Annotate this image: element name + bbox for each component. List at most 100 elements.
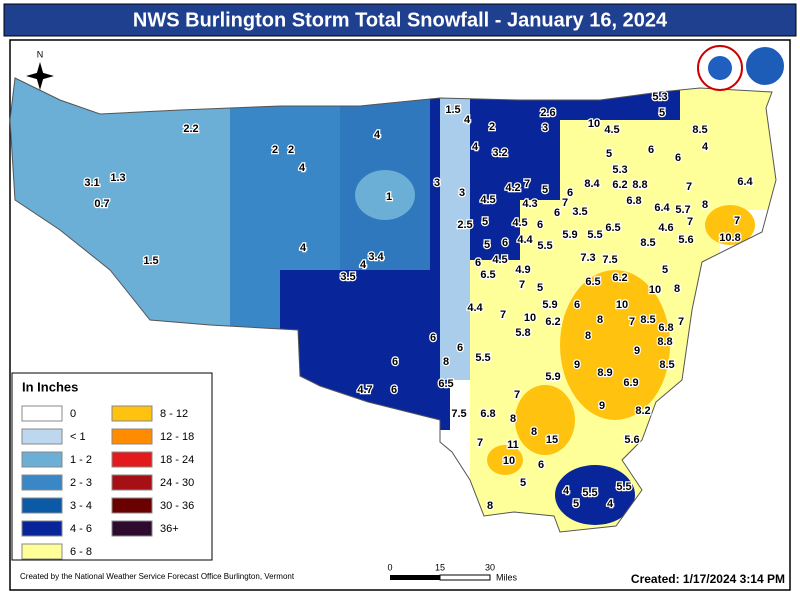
snowfall-value: 6 bbox=[457, 342, 463, 354]
legend-swatch bbox=[21, 428, 63, 445]
snowfall-value: 4 bbox=[360, 259, 367, 271]
snowfall-value: 5.9 bbox=[562, 229, 577, 241]
snowfall-value: 6.8 bbox=[626, 195, 641, 207]
legend-swatch bbox=[21, 497, 63, 514]
snowfall-value: 4.9 bbox=[515, 264, 530, 276]
region bbox=[555, 465, 635, 525]
snowfall-value: 9 bbox=[599, 400, 605, 412]
snowfall-value: 2 bbox=[489, 121, 495, 133]
snowfall-value: 5 bbox=[662, 264, 668, 276]
legend: In Inches 0 < 1 1 - 2 2 - 3 3 - 4 4 - 6 6 - 8 8… bbox=[11, 372, 213, 561]
snowfall-value: 11 bbox=[507, 439, 519, 451]
snowfall-value: 10 bbox=[503, 455, 515, 467]
snowfall-value: 8.9 bbox=[597, 367, 612, 379]
snowfall-value: 8 bbox=[585, 330, 591, 342]
snowfall-value: 8 bbox=[510, 413, 516, 425]
scale-tick: 15 bbox=[435, 562, 445, 572]
snowfall-value: 7 bbox=[519, 279, 525, 291]
nws-logo bbox=[708, 56, 732, 80]
snowfall-value: 5 bbox=[659, 107, 665, 119]
snowfall-value: 7 bbox=[678, 316, 684, 328]
snowfall-value: 5 bbox=[606, 148, 612, 160]
snowfall-value: 10 bbox=[588, 118, 600, 130]
legend-label: 6 - 8 bbox=[70, 546, 92, 558]
snowfall-value: 5.5 bbox=[587, 229, 602, 241]
credit: Created by the National Weather Service … bbox=[20, 572, 295, 581]
created-date: Created: 1/17/2024 3:14 PM bbox=[631, 572, 785, 586]
snowfall-value: 5 bbox=[537, 282, 543, 294]
snowfall-value: 3 bbox=[434, 177, 440, 189]
snowfall-value: 7 bbox=[514, 389, 520, 401]
snowfall-value: 6.2 bbox=[612, 272, 627, 284]
snowfall-value: 2 bbox=[272, 144, 278, 156]
snowfall-value: 5 bbox=[573, 498, 579, 510]
snowfall-value: 5.7 bbox=[675, 204, 690, 216]
north-label: N bbox=[37, 49, 44, 59]
snowfall-value: 4 bbox=[607, 498, 614, 510]
snowfall-value: 8.5 bbox=[692, 124, 707, 136]
snowfall-value: 7 bbox=[524, 178, 530, 190]
snowfall-value: 8 bbox=[702, 199, 708, 211]
snowfall-value: 7 bbox=[687, 216, 693, 228]
scale-segment bbox=[439, 574, 491, 581]
snowfall-value: 4.5 bbox=[492, 254, 507, 266]
snowfall-value: 2.2 bbox=[183, 123, 198, 135]
snowfall-value: 8.5 bbox=[659, 359, 674, 371]
snowfall-value: 7 bbox=[500, 309, 506, 321]
legend-swatch bbox=[111, 451, 153, 468]
snowfall-value: 6.2 bbox=[545, 316, 560, 328]
snowfall-value: 8.4 bbox=[584, 178, 600, 190]
snowfall-value: 7 bbox=[562, 197, 568, 209]
snowfall-value: 6.5 bbox=[585, 276, 600, 288]
scale-segment bbox=[390, 575, 440, 580]
legend-label: 18 - 24 bbox=[160, 454, 194, 466]
region bbox=[560, 270, 670, 420]
snowfall-value: 7.3 bbox=[580, 252, 595, 264]
snowfall-value: 4.2 bbox=[505, 182, 520, 194]
snowfall-value: 0.7 bbox=[94, 198, 109, 210]
snowfall-value: 4.4 bbox=[517, 234, 533, 246]
legend-label: 36+ bbox=[160, 523, 179, 535]
legend-swatch bbox=[111, 474, 153, 491]
snowfall-value: 10 bbox=[616, 299, 628, 311]
snowfall-value: 10 bbox=[649, 284, 661, 296]
snowfall-value: 4.5 bbox=[512, 217, 527, 229]
snowfall-value: 6.5 bbox=[480, 269, 495, 281]
snowfall-value: 4 bbox=[374, 129, 381, 141]
snowfall-value: 3 bbox=[459, 187, 465, 199]
snowfall-value: 5.6 bbox=[624, 434, 639, 446]
snowfall-value: 6 bbox=[554, 207, 560, 219]
snowfall-value: 8.5 bbox=[640, 314, 655, 326]
snowfall-value: 6.8 bbox=[480, 408, 495, 420]
snowfall-value: 6 bbox=[538, 459, 544, 471]
snowfall-value: 8 bbox=[531, 426, 537, 438]
snowfall-value: 2.6 bbox=[540, 107, 555, 119]
snowfall-value: 7 bbox=[734, 215, 740, 227]
snowfall-value: 2.5 bbox=[457, 219, 472, 231]
legend-label: 2 - 3 bbox=[70, 477, 92, 489]
legend-swatch bbox=[21, 520, 63, 537]
snowfall-value: 5 bbox=[520, 477, 526, 489]
snowfall-value: 8 bbox=[487, 500, 493, 512]
region bbox=[515, 385, 575, 455]
snowfall-value: 1.5 bbox=[445, 104, 460, 116]
snowfall-value: 4 bbox=[300, 242, 307, 254]
snowfall-value: 6 bbox=[675, 152, 681, 164]
legend-label: 24 - 30 bbox=[160, 477, 194, 489]
map-frame bbox=[9, 39, 791, 591]
legend-label: < 1 bbox=[70, 431, 86, 443]
snowfall-value: 7 bbox=[477, 437, 483, 449]
snowfall-value: 5.5 bbox=[537, 240, 552, 252]
snowfall-value: 1.3 bbox=[110, 172, 125, 184]
snowfall-value: 6 bbox=[502, 237, 508, 249]
legend-label: 8 - 12 bbox=[160, 408, 188, 420]
snowfall-value: 6.2 bbox=[612, 179, 627, 191]
scale-tick: 0 bbox=[387, 562, 392, 572]
region bbox=[355, 170, 415, 220]
scale-bar: 0 15 30 Miles bbox=[387, 562, 517, 582]
snowfall-value: 8 bbox=[674, 283, 680, 295]
snowfall-value: 4 bbox=[563, 485, 570, 497]
snowfall-value: 8.2 bbox=[635, 405, 650, 417]
scale-tick: 30 bbox=[485, 562, 495, 572]
